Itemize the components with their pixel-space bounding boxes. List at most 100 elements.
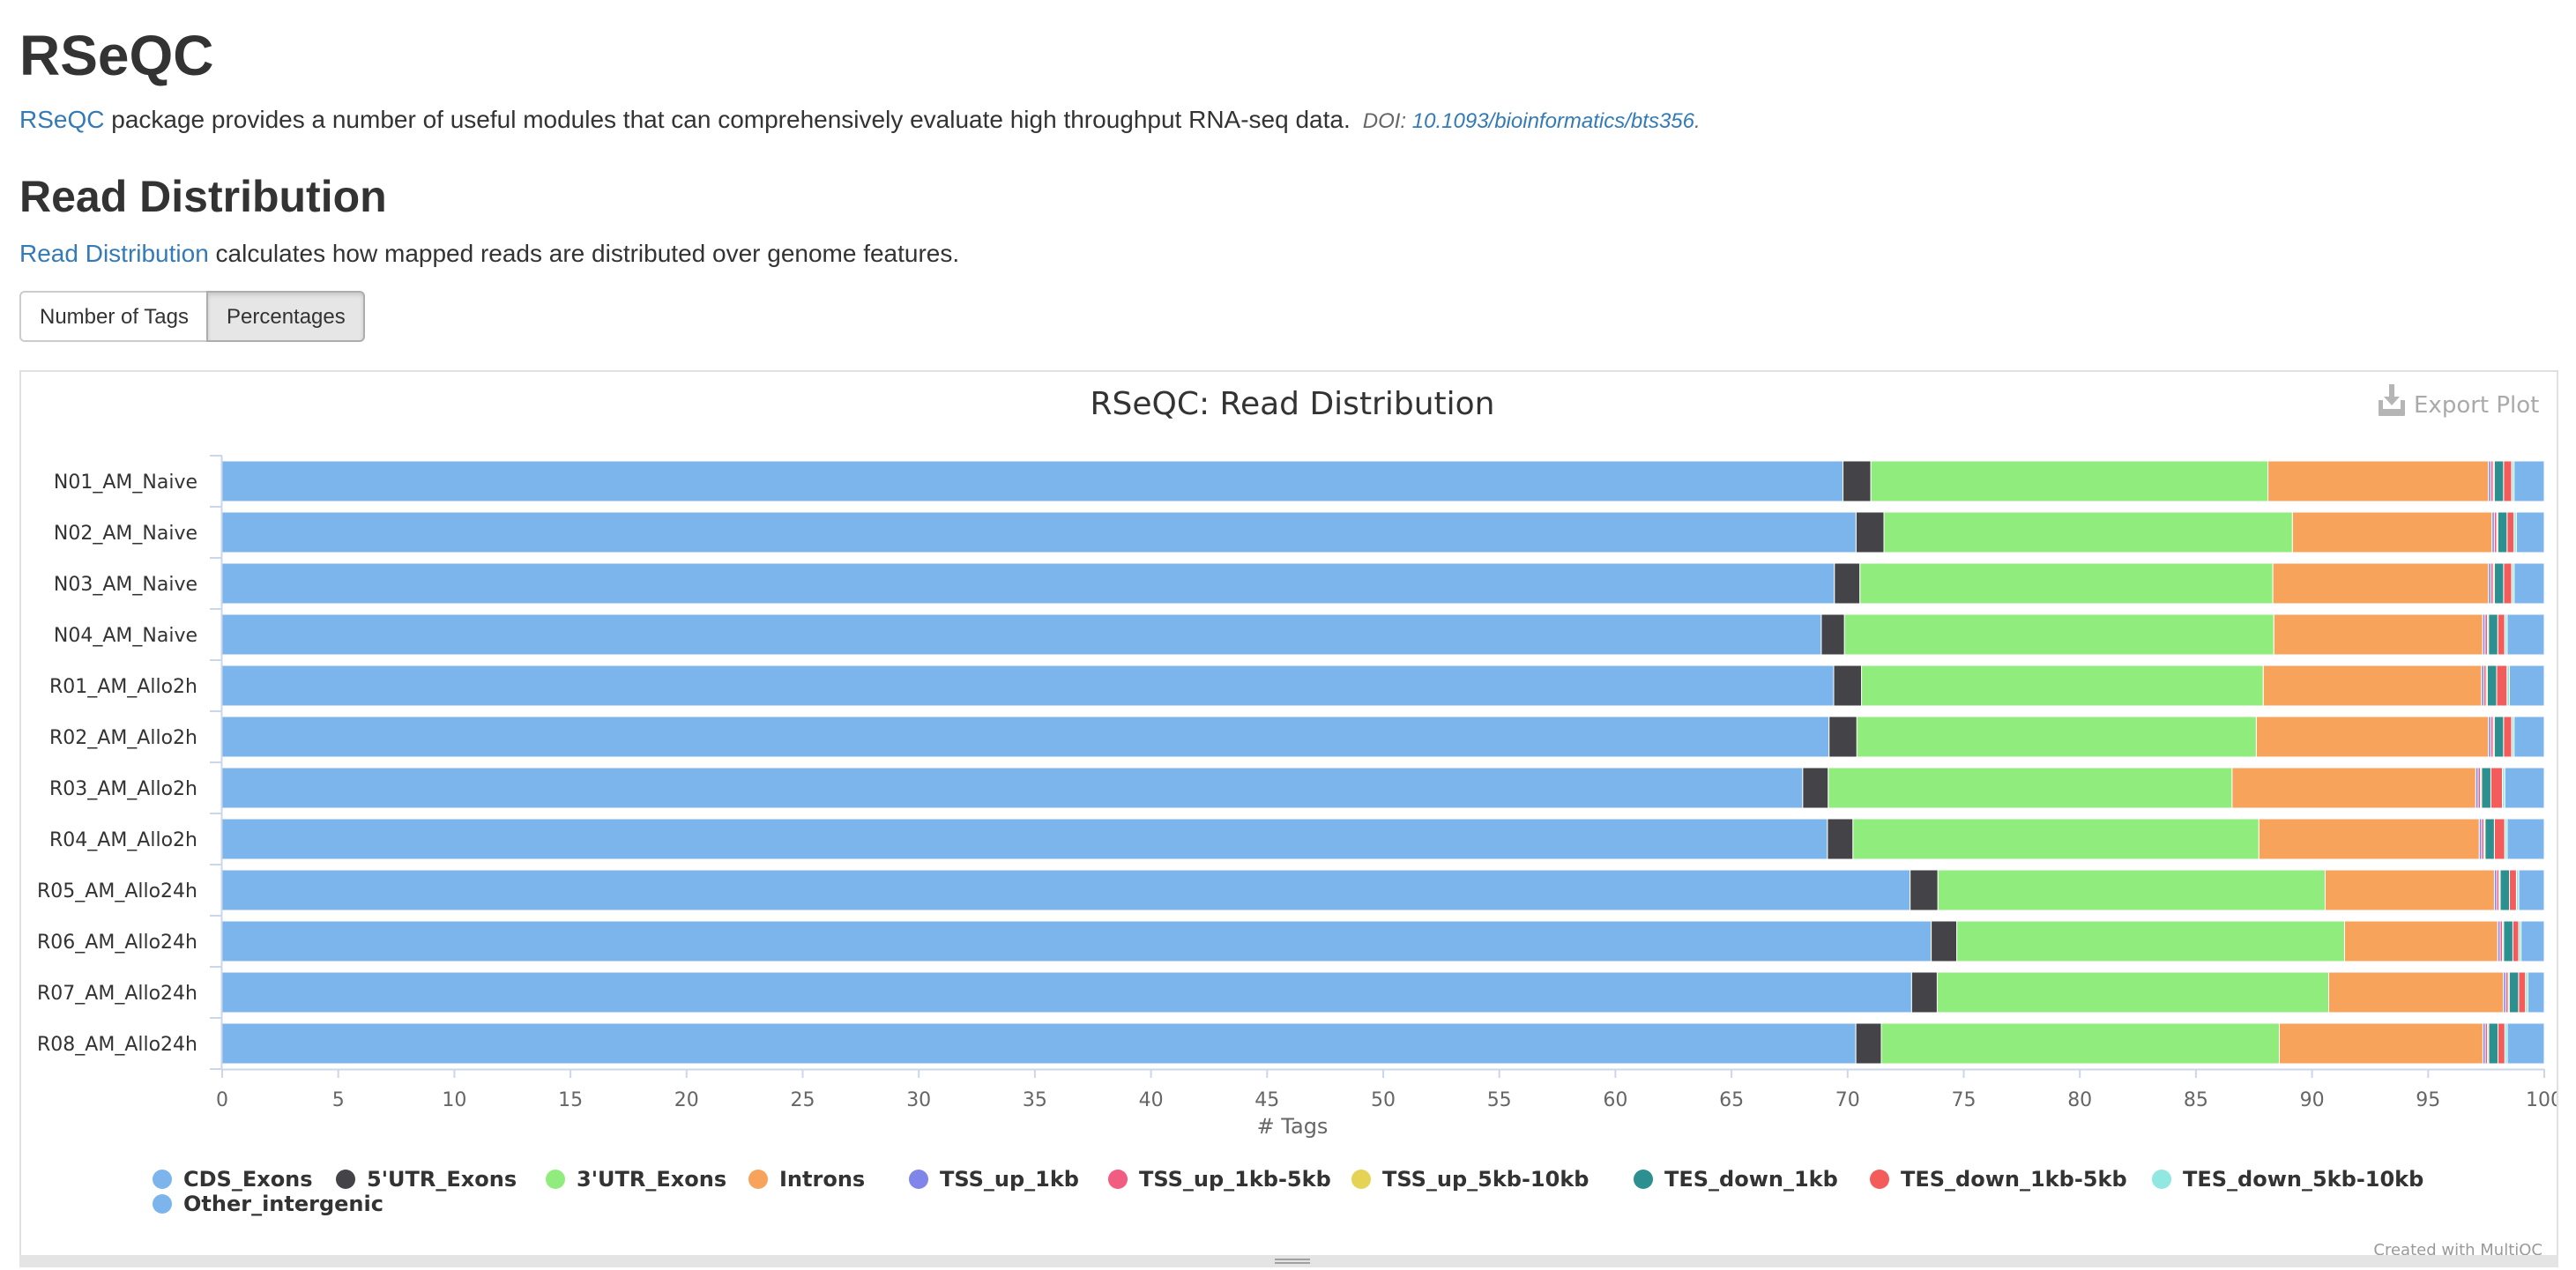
bar-segment[interactable]: [2506, 511, 2515, 553]
bar-segment[interactable]: [1827, 818, 1854, 860]
bar-segment[interactable]: [2506, 818, 2545, 860]
legend-item[interactable]: TSS_up_1kb-5kb: [1108, 1167, 1331, 1192]
export-plot-button[interactable]: Export Plot: [2379, 384, 2539, 419]
doi-link[interactable]: 10.1093/bioinformatics/bts356: [1411, 109, 1694, 133]
bar-segment[interactable]: [2324, 869, 2495, 911]
legend-item[interactable]: 3'UTR_Exons: [546, 1167, 726, 1192]
legend-item[interactable]: 5'UTR_Exons: [336, 1167, 517, 1192]
bar-segment[interactable]: [1856, 716, 2257, 758]
bar-segment[interactable]: [1931, 920, 1958, 962]
bar-segment[interactable]: [2493, 818, 2505, 860]
bar-segment[interactable]: [2504, 767, 2545, 809]
bar-segment[interactable]: [2278, 1022, 2483, 1065]
bar-segment[interactable]: [2515, 511, 2545, 553]
bar-segment[interactable]: [1910, 971, 1938, 1014]
bar-segment[interactable]: [1820, 613, 1845, 656]
bar-segment[interactable]: [221, 665, 1835, 707]
bar-segment[interactable]: [2481, 767, 2491, 809]
bar-segment[interactable]: [1833, 665, 1863, 707]
bar-segment[interactable]: [1861, 665, 2264, 707]
bar-segment[interactable]: [1834, 562, 1861, 605]
rseqc-link[interactable]: RSeQC: [19, 106, 105, 133]
legend-item[interactable]: TSS_up_1kb: [909, 1167, 1079, 1192]
bar-segment[interactable]: [221, 971, 1912, 1014]
bar-segment[interactable]: [2262, 665, 2483, 707]
bar-segment[interactable]: [2509, 869, 2517, 911]
bar-segment[interactable]: [1843, 460, 1872, 502]
bar-segment[interactable]: [2327, 971, 2505, 1014]
bar-segment[interactable]: [2488, 1022, 2499, 1065]
bar-segment[interactable]: [2291, 511, 2493, 553]
bar-segment[interactable]: [2273, 613, 2483, 656]
bar-segment[interactable]: [1855, 511, 1885, 553]
bar-segment[interactable]: [1828, 767, 2233, 809]
bar-segment[interactable]: [2484, 818, 2495, 860]
bar-segment[interactable]: [1852, 818, 2260, 860]
bar-segment[interactable]: [2518, 971, 2527, 1014]
bar-segment[interactable]: [2343, 920, 2498, 962]
number-of-tags-button[interactable]: Number of Tags: [19, 291, 208, 342]
bar-segment[interactable]: [2513, 460, 2545, 502]
bar-segment[interactable]: [221, 460, 1844, 502]
bar-segment[interactable]: [221, 716, 1830, 758]
bar-segment[interactable]: [2493, 460, 2505, 502]
bar-segment[interactable]: [2499, 869, 2511, 911]
bar-segment[interactable]: [221, 613, 1822, 656]
bar-segment[interactable]: [1937, 869, 2326, 911]
bar-segment[interactable]: [2503, 562, 2513, 605]
bar-segment[interactable]: [2493, 562, 2505, 605]
percentages-button[interactable]: Percentages: [206, 291, 365, 342]
bar-segment[interactable]: [1880, 1022, 2280, 1065]
legend-item[interactable]: Other_intergenic: [153, 1192, 383, 1216]
bar-segment[interactable]: [1855, 1022, 1882, 1065]
bar-segment[interactable]: [1936, 971, 2329, 1014]
bar-segment[interactable]: [2503, 716, 2513, 758]
legend-item[interactable]: CDS_Exons: [153, 1167, 313, 1192]
bar-segment[interactable]: [2503, 460, 2513, 502]
bar-segment[interactable]: [2512, 920, 2520, 962]
bar-segment[interactable]: [2513, 562, 2545, 605]
bar-segment[interactable]: [2258, 818, 2480, 860]
bar-segment[interactable]: [2527, 971, 2545, 1014]
bar-segment[interactable]: [2520, 920, 2545, 962]
bar-segment[interactable]: [2267, 460, 2490, 502]
bar-segment[interactable]: [221, 1022, 1857, 1065]
bar-segment[interactable]: [221, 562, 1835, 605]
bar-segment[interactable]: [2488, 613, 2498, 656]
bar-segment[interactable]: [1859, 562, 2274, 605]
bar-segment[interactable]: [1828, 716, 1858, 758]
legend-item[interactable]: Introns: [748, 1167, 865, 1192]
bar-segment[interactable]: [1956, 920, 2345, 962]
bar-segment[interactable]: [2486, 665, 2498, 707]
bar-segment[interactable]: [1910, 869, 1939, 911]
bar-segment[interactable]: [2272, 562, 2490, 605]
bar-segment[interactable]: [1802, 767, 1829, 809]
bar-segment[interactable]: [2497, 511, 2508, 553]
legend-item[interactable]: TES_down_1kb-5kb: [1870, 1167, 2127, 1192]
plot-resize-handle[interactable]: [19, 1255, 2558, 1267]
legend-item[interactable]: TES_down_1kb: [1634, 1167, 1838, 1192]
bar-segment[interactable]: [221, 869, 1911, 911]
read-distribution-link[interactable]: Read Distribution: [19, 240, 209, 267]
bar-segment[interactable]: [2506, 1022, 2545, 1065]
bar-segment[interactable]: [2508, 971, 2520, 1014]
bar-segment[interactable]: [221, 767, 1804, 809]
bar-segment[interactable]: [2503, 920, 2513, 962]
bar-segment[interactable]: [2231, 767, 2476, 809]
bar-segment[interactable]: [221, 818, 1828, 860]
legend-item[interactable]: TSS_up_5kb-10kb: [1351, 1167, 1589, 1192]
bar-segment[interactable]: [2490, 767, 2504, 809]
bar-segment[interactable]: [2518, 869, 2545, 911]
bar-segment[interactable]: [1843, 613, 2274, 656]
bar-segment[interactable]: [2513, 716, 2545, 758]
bar-segment[interactable]: [221, 920, 1932, 962]
bar-segment[interactable]: [2498, 1022, 2505, 1065]
bar-segment[interactable]: [2496, 665, 2508, 707]
bar-segment[interactable]: [1870, 460, 2269, 502]
bar-segment[interactable]: [2497, 613, 2505, 656]
bar-segment[interactable]: [2508, 665, 2545, 707]
bar-segment[interactable]: [2506, 613, 2545, 656]
bar-segment[interactable]: [2255, 716, 2490, 758]
bar-segment[interactable]: [221, 511, 1857, 553]
bar-segment[interactable]: [1883, 511, 2293, 553]
